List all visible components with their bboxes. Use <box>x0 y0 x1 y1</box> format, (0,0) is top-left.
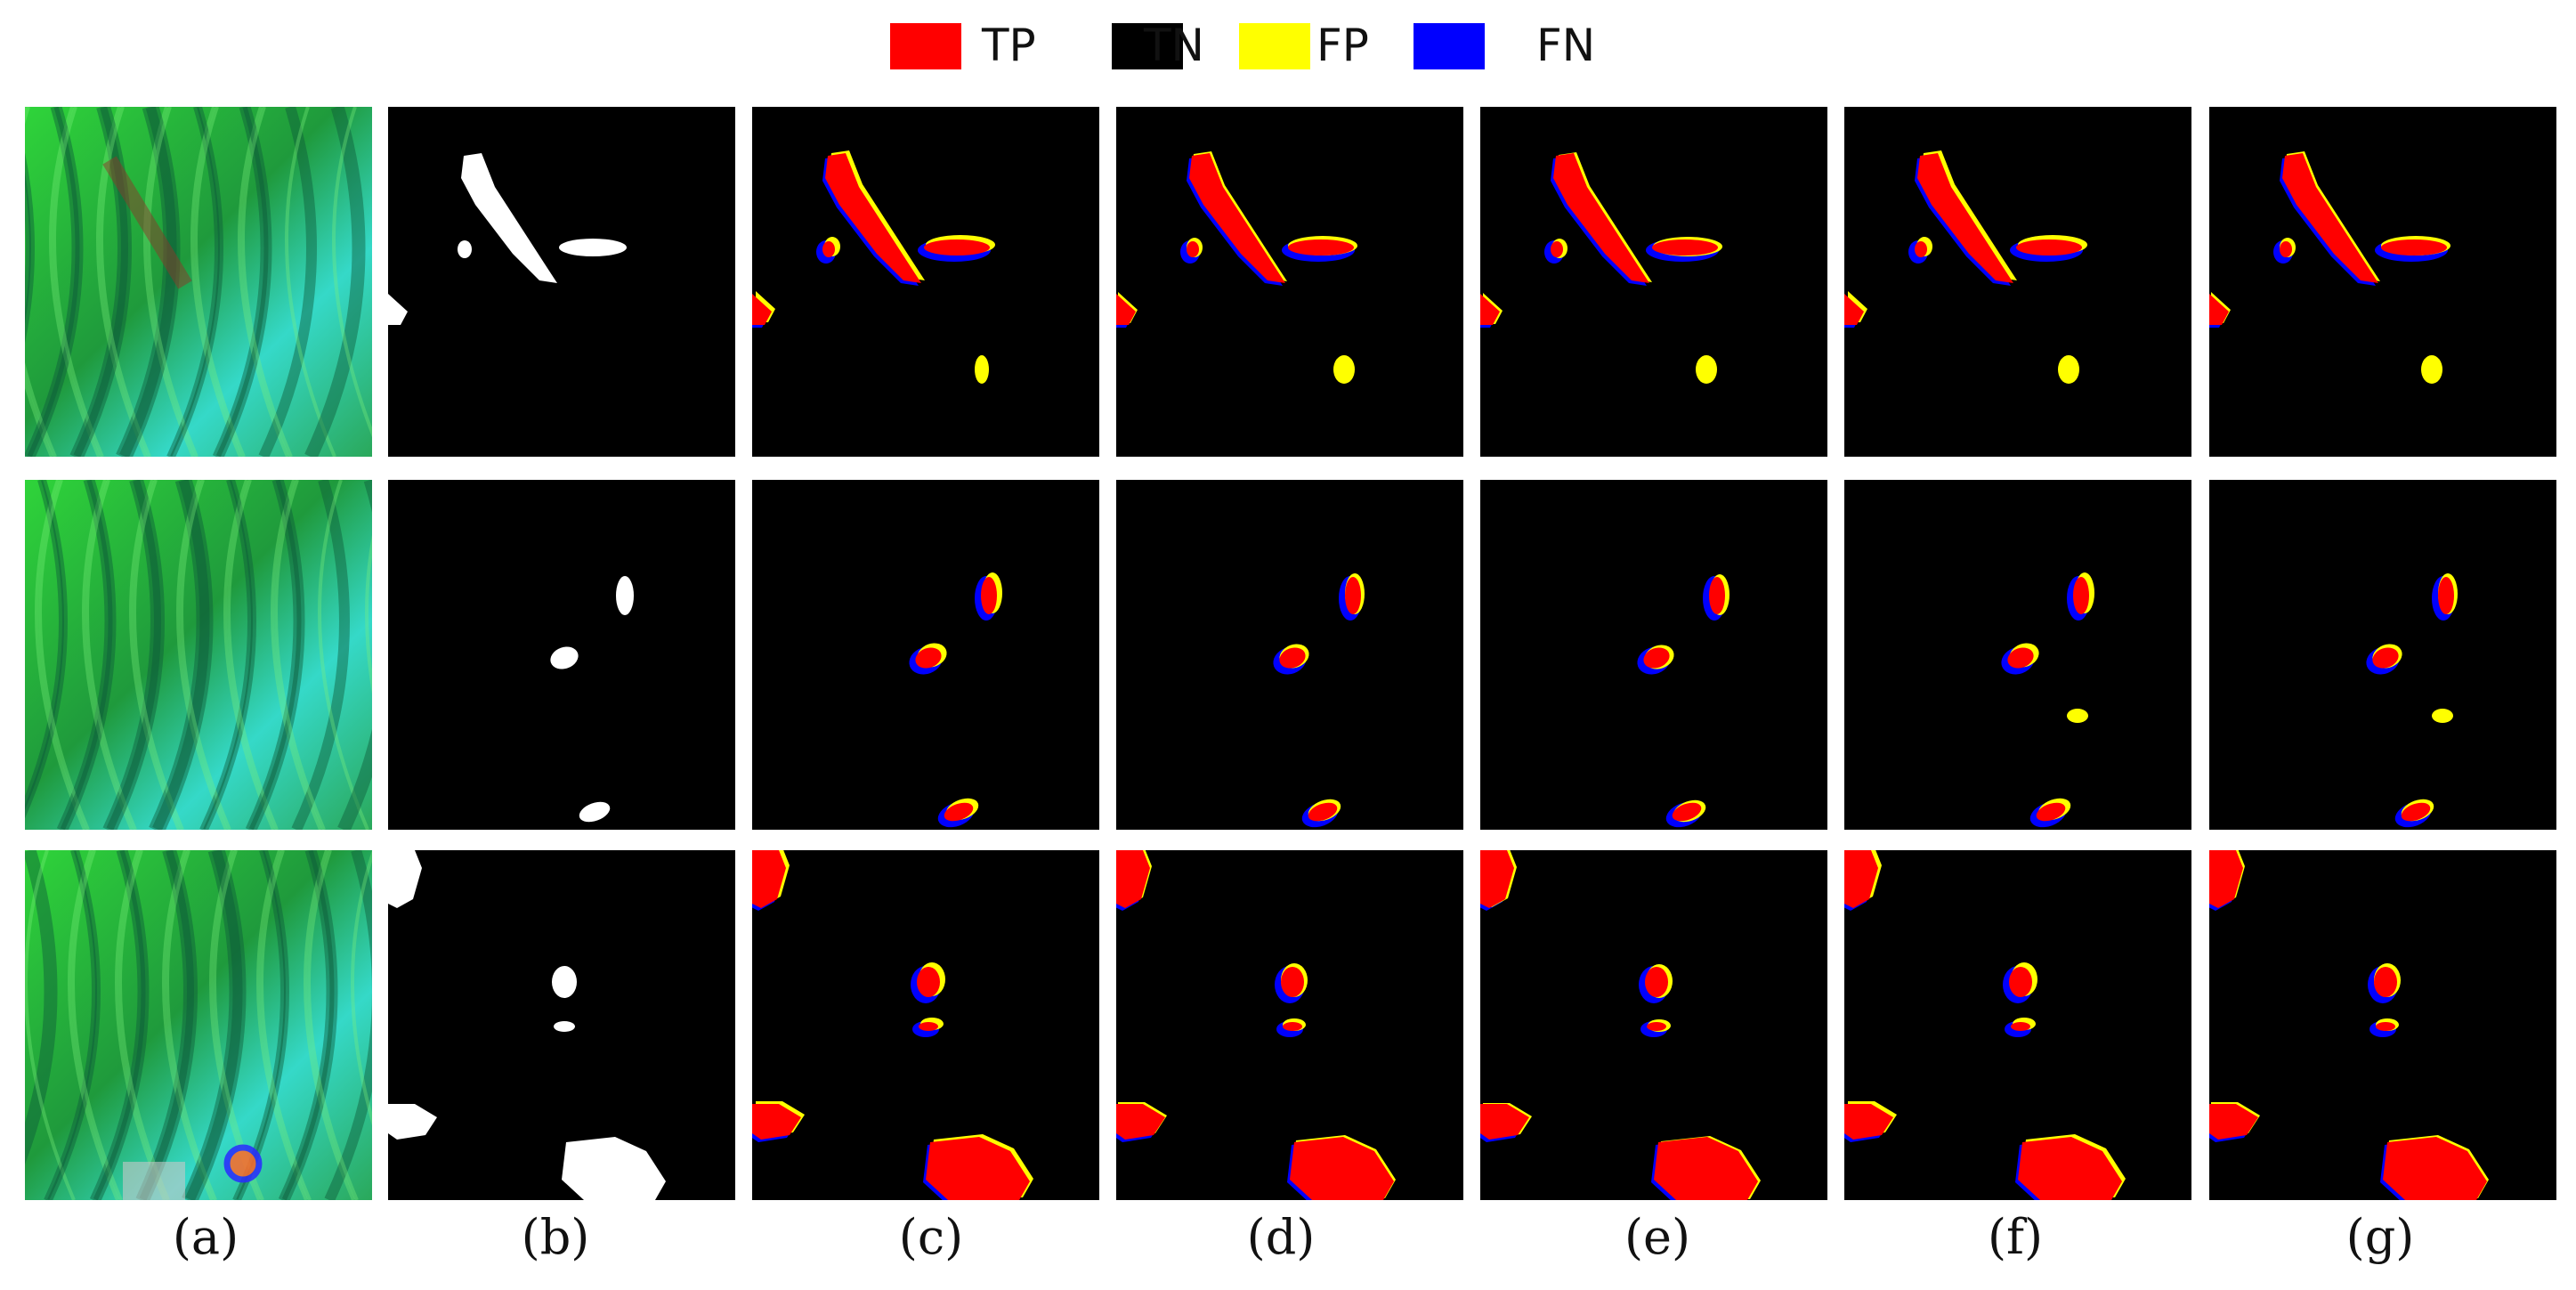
caption-d: (d) <box>1246 1209 1316 1265</box>
ground-truth-mask-row-3 <box>388 850 735 1200</box>
prediction-map-row-2-col-4 <box>1116 480 1463 830</box>
ground-truth-mask-row-2 <box>388 480 735 830</box>
caption-b: (b) <box>521 1209 590 1265</box>
legend-label-fp: FP <box>1316 20 1369 71</box>
prediction-map-row-2-col-6 <box>1844 480 2191 830</box>
ground-truth-mask-row-1 <box>388 107 735 457</box>
legend-label-tp: TP <box>982 20 1036 71</box>
input-image-row-3 <box>25 850 372 1200</box>
prediction-map-row-3-col-5 <box>1480 850 1827 1200</box>
legend-swatch-fp <box>1239 23 1310 69</box>
prediction-map-row-2-col-5 <box>1480 480 1827 830</box>
prediction-map-row-3-col-7 <box>2209 850 2556 1200</box>
prediction-map-row-2-col-7 <box>2209 480 2556 830</box>
caption-g: (g) <box>2345 1209 2415 1265</box>
legend-swatch-tn <box>1112 23 1183 69</box>
prediction-map-row-3-col-3 <box>752 850 1099 1200</box>
caption-a: (a) <box>172 1209 239 1265</box>
legend-swatch-fn <box>1414 23 1485 69</box>
prediction-map-row-1-col-5 <box>1480 107 1827 457</box>
caption-c: (c) <box>898 1209 964 1265</box>
legend-label-tn: TN <box>1144 20 1204 71</box>
legend: TP TN FP FN <box>0 0 2576 98</box>
prediction-map-row-3-col-6 <box>1844 850 2191 1200</box>
prediction-map-row-1-col-7 <box>2209 107 2556 457</box>
prediction-map-row-1-col-6 <box>1844 107 2191 457</box>
legend-label-fn: FN <box>1536 20 1596 71</box>
prediction-map-row-2-col-3 <box>752 480 1099 830</box>
prediction-map-row-1-col-4 <box>1116 107 1463 457</box>
input-image-row-1 <box>25 107 372 457</box>
caption-f: (f) <box>1987 1209 2044 1265</box>
prediction-map-row-3-col-4 <box>1116 850 1463 1200</box>
caption-e: (e) <box>1624 1209 1691 1265</box>
input-image-row-2 <box>25 480 372 830</box>
prediction-map-row-1-col-3 <box>752 107 1099 457</box>
legend-swatch-tp <box>890 23 961 69</box>
